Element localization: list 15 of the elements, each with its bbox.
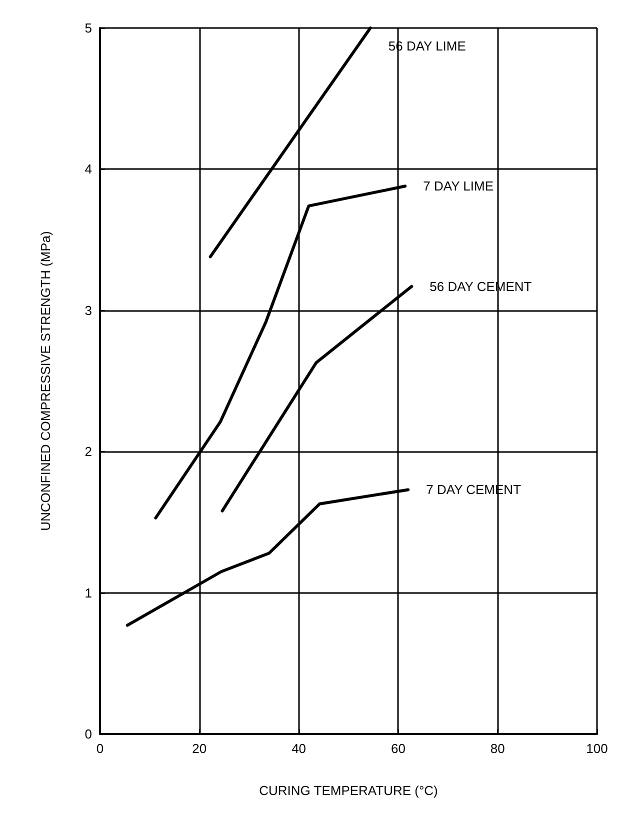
x-axis-title: CURING TEMPERATURE (°C) xyxy=(259,783,438,798)
x-tick-label: 100 xyxy=(586,741,608,756)
y-tick-label: 5 xyxy=(84,20,92,36)
y-tick-label: 1 xyxy=(84,585,92,600)
x-tick-label: 0 xyxy=(96,741,104,756)
series-label: 7 DAY LIME xyxy=(423,178,494,194)
y-tick-label: 4 xyxy=(84,162,92,177)
y-tick-label: 0 xyxy=(84,726,92,742)
x-tick-label: 20 xyxy=(192,741,207,756)
y-axis-title: UNCONFINED COMPRESSIVE STRENGTH (MPa) xyxy=(38,231,53,531)
x-tick-label: 40 xyxy=(292,741,306,756)
x-tick-label: 80 xyxy=(490,741,505,756)
y-tick-label: 2 xyxy=(84,444,92,460)
y-tick-label: 3 xyxy=(84,302,92,318)
x-tick-label: 60 xyxy=(390,741,406,756)
